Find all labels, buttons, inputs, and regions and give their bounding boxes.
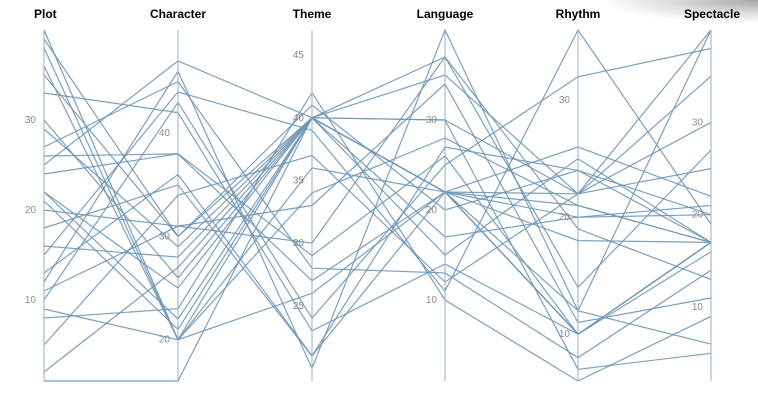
- series-line-21: [43, 56, 712, 280]
- series-line-8: [43, 75, 712, 258]
- axis-rhythm: Rhythm 10 20 30: [556, 7, 601, 381]
- series-line-12: [43, 47, 712, 320]
- series-line-14: [43, 74, 712, 279]
- tick-label: 30: [25, 115, 37, 126]
- axis-title[interactable]: Character: [150, 7, 206, 21]
- series-line-20: [43, 29, 712, 312]
- tick-label: 10: [692, 302, 704, 313]
- tick-label: 10: [25, 295, 37, 306]
- tick-label: 20: [426, 205, 438, 216]
- axis-plot: Plot 10 20 30: [25, 7, 57, 381]
- axis-title[interactable]: Spectacle: [684, 7, 740, 21]
- tick-label: 30: [692, 117, 704, 128]
- series-line-23: [43, 28, 712, 371]
- tick-label: 30: [426, 115, 438, 126]
- tick-label: 30: [559, 95, 571, 106]
- series-line-24: [43, 65, 712, 341]
- axis-title[interactable]: Theme: [293, 7, 332, 21]
- series-line-25: [43, 117, 712, 370]
- tick-label: 20: [159, 335, 171, 346]
- corner-shadow: [608, 0, 758, 22]
- series-line-2: [43, 92, 712, 335]
- tick-label: 20: [25, 205, 37, 216]
- tick-label: 10: [559, 329, 571, 340]
- axis-title[interactable]: Plot: [34, 7, 57, 21]
- series-line-9: [43, 28, 712, 293]
- tick-label: 35: [293, 175, 305, 186]
- tick-label: 30: [159, 231, 171, 242]
- series-lines: [43, 28, 712, 382]
- series-line-18: [43, 80, 712, 359]
- series-line-13: [43, 91, 712, 382]
- axes: Plot 10 20 30 Character 20 30 40 Theme 25 30 35 40 45…: [25, 7, 740, 381]
- tick-label: 40: [159, 128, 171, 139]
- axis-theme: Theme 25 30 35 40 45: [293, 7, 332, 381]
- axis-title[interactable]: Rhythm: [556, 7, 601, 21]
- series-line-15: [43, 116, 712, 373]
- tick-label: 10: [426, 295, 438, 306]
- series-line-27: [43, 60, 712, 238]
- tick-label: 45: [293, 50, 305, 61]
- series-line-16: [44, 116, 712, 382]
- tick-label: 20: [559, 212, 571, 223]
- series-line-26: [43, 29, 712, 346]
- axis-title[interactable]: Language: [417, 7, 474, 21]
- tick-label: 30: [293, 238, 305, 249]
- series-line-17: [43, 47, 712, 341]
- axis-language: Language 10 20 30: [417, 7, 474, 381]
- series-line-19: [43, 137, 712, 341]
- axis-spectacle: Spectacle 10 20 30: [684, 7, 740, 381]
- axis-character: Character 20 30 40: [150, 7, 206, 381]
- series-line-22: [43, 38, 712, 243]
- series-line-1: [43, 74, 712, 238]
- series-line-7: [43, 146, 712, 357]
- tick-label: 25: [293, 301, 305, 312]
- tick-label: 20: [692, 210, 704, 221]
- tick-label: 40: [293, 113, 305, 124]
